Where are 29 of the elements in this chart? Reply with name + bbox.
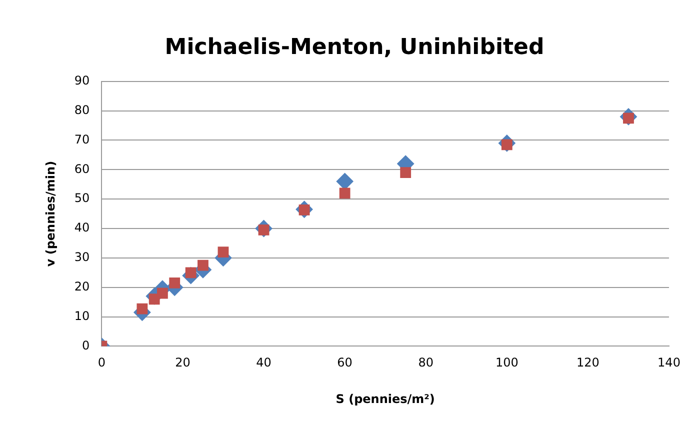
y-tick-label: 80 <box>74 102 90 117</box>
y-tick-label: 10 <box>74 308 90 323</box>
y-tick-label: 0 <box>82 338 90 352</box>
y-tick-label: 50 <box>74 191 90 206</box>
y-tick-label: 40 <box>74 220 90 235</box>
chart-title: Michaelis-Menton, Uninhibited <box>164 34 544 60</box>
x-tick-label: 100 <box>495 356 518 370</box>
x-tick-label: 40 <box>256 356 272 370</box>
y-tick-label: 20 <box>74 279 90 294</box>
x-tick-label: 0 <box>98 356 106 370</box>
point <box>336 172 354 190</box>
point <box>218 246 229 258</box>
point <box>157 288 168 299</box>
point <box>136 303 148 314</box>
point <box>400 167 412 178</box>
point <box>339 188 350 199</box>
y-tick-label: 30 <box>74 250 90 264</box>
y-tick-label: 70 <box>74 132 90 146</box>
y-axis-title: v (pennies/min) <box>43 160 58 267</box>
x-tick-label: 60 <box>337 356 352 370</box>
x-axis-title: S (pennies/m²) <box>336 392 435 406</box>
x-tick-label: 20 <box>175 356 190 370</box>
point <box>198 260 208 271</box>
x-tick-label: 80 <box>418 356 434 370</box>
x-tick-label: 120 <box>576 356 600 370</box>
point <box>169 277 180 288</box>
y-tick-label: 60 <box>74 162 90 176</box>
x-tick-label: 140 <box>658 356 680 370</box>
y-tick-label: 90 <box>74 74 90 88</box>
